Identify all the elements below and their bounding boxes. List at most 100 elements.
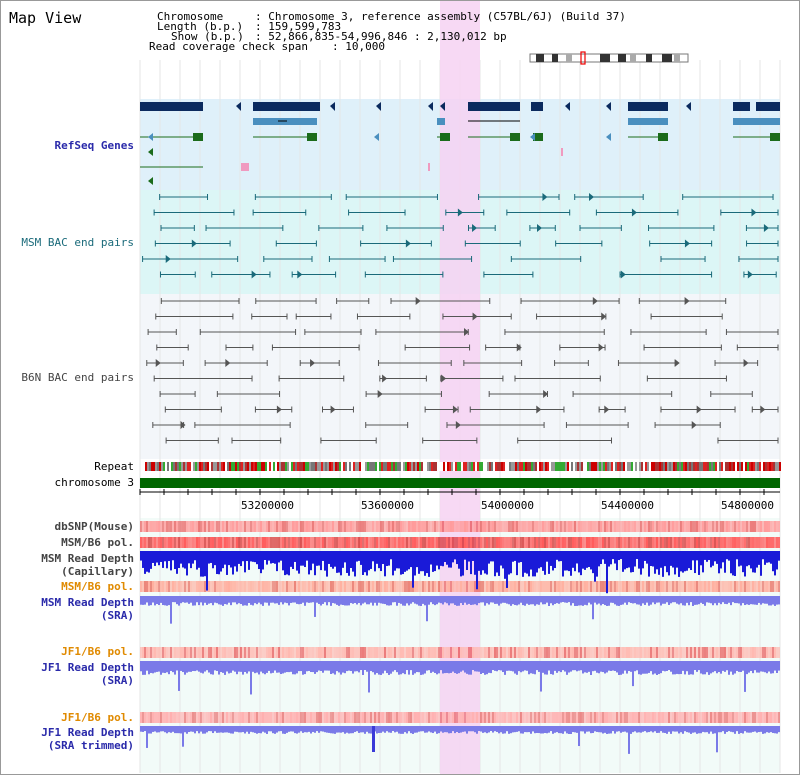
depth-bar (158, 726, 160, 733)
track-label-msm-depth-capillary[interactable]: MSM Read Depth (41, 552, 134, 565)
repeat-block (529, 462, 531, 471)
depth-bar (592, 726, 594, 734)
heat-cell (656, 521, 658, 532)
track-label-dbsnp[interactable]: dbSNP(Mouse) (54, 520, 134, 533)
heat-cell (662, 712, 664, 723)
heat-cell (470, 581, 472, 592)
heat-cell (380, 712, 382, 723)
heat-cell (374, 581, 376, 592)
depth-bar (462, 661, 464, 671)
track-label-jf1-depth-sra[interactable]: JF1 Read Depth (41, 661, 134, 674)
show-key: Show (b.p.) (171, 30, 244, 43)
heat-cell (542, 537, 544, 548)
heat-cell (276, 647, 278, 658)
heat-cell (508, 581, 510, 592)
depth-bar (216, 661, 218, 671)
heat-cell (372, 521, 374, 532)
depth-bar (748, 726, 750, 733)
depth-bar (740, 596, 742, 606)
heat-cell (428, 521, 430, 532)
heat-cell (578, 712, 580, 723)
depth-bar (506, 661, 508, 671)
heat-cell (634, 521, 636, 532)
track-label-chromosome[interactable]: chromosome 3 (54, 476, 134, 489)
heat-cell (250, 537, 252, 548)
heat-cell (716, 647, 718, 658)
track-label-msm-depth-sra[interactable]: MSM Read Depth (41, 596, 134, 609)
chromosome-key: Chromosome (157, 10, 224, 23)
heat-cell (424, 537, 426, 548)
depth-bar (778, 551, 780, 561)
heat-cell (148, 537, 150, 548)
track-label-jf1-depth-trimmed[interactable]: JF1 Read Depth (41, 726, 134, 739)
heat-cell (426, 537, 428, 548)
depth-bar (372, 551, 374, 562)
heat-cell (210, 712, 212, 723)
heat-cell (534, 647, 536, 658)
depth-bar (468, 726, 470, 732)
track-label-msm-b6-pol-2[interactable]: MSM/B6 pol. (61, 580, 134, 593)
track-label-msm-depth-capillary-sub: (Capillary) (61, 565, 134, 578)
heat-cell (198, 712, 200, 723)
heat-cell (460, 581, 462, 592)
track-label-jf1-b6-pol-2[interactable]: JF1/B6 pol. (61, 711, 134, 724)
repeat-block (259, 462, 261, 471)
depth-bar (468, 551, 470, 562)
track-label-b6n-bac[interactable]: B6N BAC end pairs (21, 371, 134, 384)
track-label-refseq-genes[interactable]: RefSeq Genes (54, 139, 134, 152)
heat-cell (688, 647, 690, 658)
depth-bar (580, 726, 582, 732)
depth-bar (506, 726, 508, 732)
depth-bar (214, 551, 216, 566)
repeat-block (245, 462, 247, 471)
heat-cell (224, 537, 226, 548)
heat-cell (696, 712, 698, 723)
depth-bar (518, 661, 520, 672)
depth-bar (514, 551, 516, 561)
track-label-msm-bac[interactable]: MSM BAC end pairs (21, 236, 134, 249)
depth-bar (306, 596, 308, 603)
heat-cell (682, 537, 684, 548)
depth-bar (714, 661, 716, 672)
heat-cell (514, 537, 516, 548)
track-label-jf1-b6-pol-1[interactable]: JF1/B6 pol. (61, 645, 134, 658)
depth-bar (766, 661, 768, 674)
track-label-repeat[interactable]: Repeat (94, 460, 134, 473)
b6n-bac-pair-arrow (377, 390, 383, 398)
heat-cell (666, 537, 668, 548)
heat-cell (320, 647, 322, 658)
heat-cell (686, 647, 688, 658)
heat-cell (612, 537, 614, 548)
repeat-block (597, 462, 599, 471)
depth-bar (468, 596, 470, 604)
heat-cell (400, 712, 402, 723)
heat-cell (272, 521, 274, 532)
depth-bar (146, 596, 148, 603)
ideogram-band (662, 54, 672, 62)
heat-cell (160, 537, 162, 548)
depth-bar (314, 551, 316, 576)
depth-bar (554, 596, 556, 604)
depth-bar (652, 596, 654, 603)
depth-bar (276, 551, 278, 572)
depth-bar (500, 661, 502, 671)
depth-bar (232, 726, 234, 734)
repeat-block (467, 462, 469, 471)
depth-bar (614, 596, 616, 605)
heat-cell (614, 537, 616, 548)
depth-bar (644, 726, 646, 732)
depth-bar (750, 726, 752, 733)
depth-bar (484, 551, 486, 574)
depth-bar (294, 596, 296, 603)
depth-bar (352, 726, 354, 734)
depth-bar (412, 726, 414, 734)
depth-bar (544, 596, 546, 605)
heat-cell (432, 712, 434, 723)
repeat-block (737, 462, 739, 471)
depth-bar (416, 726, 418, 733)
depth-bar (450, 596, 452, 604)
depth-bar (294, 726, 296, 734)
track-label-msm-b6-pol-1[interactable]: MSM/B6 pol. (61, 536, 134, 549)
repeat-block (263, 462, 265, 471)
